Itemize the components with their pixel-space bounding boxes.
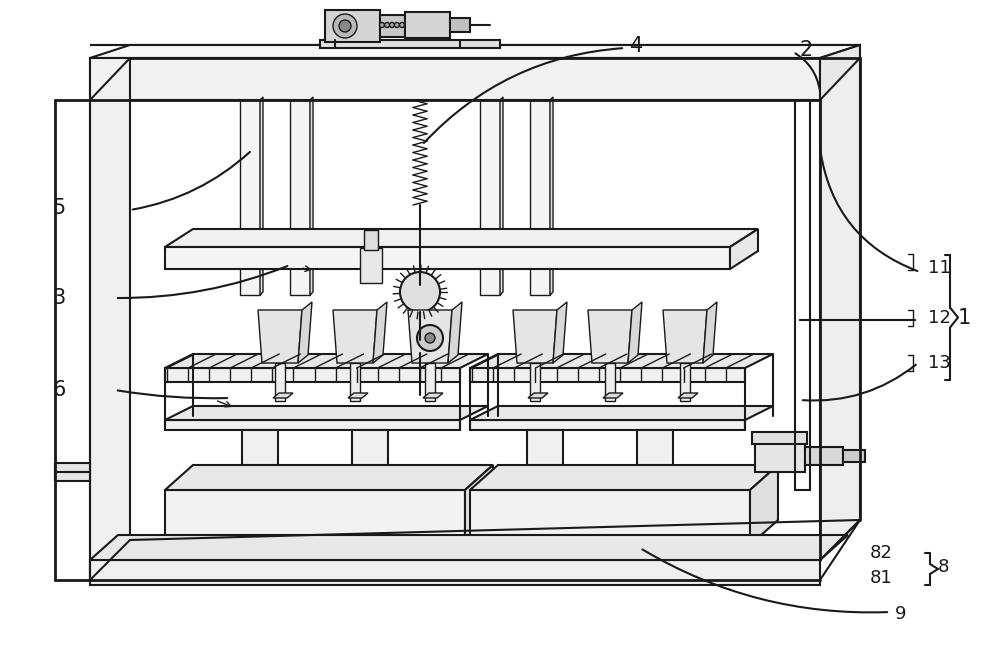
Bar xyxy=(530,100,550,295)
Bar xyxy=(405,12,450,38)
Polygon shape xyxy=(750,465,778,545)
Polygon shape xyxy=(553,302,567,363)
Bar xyxy=(843,450,865,462)
Text: 12: 12 xyxy=(928,309,951,327)
Bar xyxy=(240,100,260,295)
Bar xyxy=(530,363,540,401)
Bar xyxy=(360,248,382,283)
Polygon shape xyxy=(165,247,730,269)
Polygon shape xyxy=(90,58,130,580)
Polygon shape xyxy=(165,368,460,382)
Bar xyxy=(605,363,615,401)
Polygon shape xyxy=(165,420,460,430)
Polygon shape xyxy=(820,45,860,100)
Polygon shape xyxy=(470,490,750,545)
Bar xyxy=(325,10,380,42)
Bar xyxy=(480,100,500,295)
Circle shape xyxy=(400,23,404,28)
Polygon shape xyxy=(678,393,698,398)
Circle shape xyxy=(390,23,394,28)
Text: 9: 9 xyxy=(895,605,906,623)
Circle shape xyxy=(380,23,385,28)
Bar xyxy=(290,100,310,295)
Polygon shape xyxy=(90,560,820,585)
Polygon shape xyxy=(165,354,488,368)
Bar xyxy=(527,430,563,490)
Polygon shape xyxy=(298,302,312,363)
Polygon shape xyxy=(820,58,860,560)
Polygon shape xyxy=(320,40,500,48)
Bar xyxy=(238,485,282,497)
Text: 11: 11 xyxy=(928,259,951,277)
Bar xyxy=(633,485,677,497)
Polygon shape xyxy=(730,229,758,269)
Polygon shape xyxy=(628,302,642,363)
Polygon shape xyxy=(603,393,623,398)
Circle shape xyxy=(425,333,435,343)
Bar xyxy=(425,363,435,401)
Bar xyxy=(352,430,388,490)
Text: 81: 81 xyxy=(870,569,893,587)
Polygon shape xyxy=(273,393,293,398)
Bar xyxy=(275,363,285,401)
Bar xyxy=(805,447,843,465)
Circle shape xyxy=(339,20,351,32)
Circle shape xyxy=(400,272,440,312)
Text: 8: 8 xyxy=(938,558,949,576)
Polygon shape xyxy=(448,302,462,363)
Bar xyxy=(348,485,392,497)
Polygon shape xyxy=(470,368,745,382)
Bar xyxy=(637,430,673,490)
Text: 6: 6 xyxy=(52,380,65,400)
Polygon shape xyxy=(260,97,263,295)
Polygon shape xyxy=(663,310,707,363)
Polygon shape xyxy=(90,45,860,58)
Polygon shape xyxy=(333,310,377,363)
Polygon shape xyxy=(470,465,778,490)
Polygon shape xyxy=(310,97,313,295)
Polygon shape xyxy=(588,310,632,363)
Bar xyxy=(450,18,470,32)
Polygon shape xyxy=(528,393,548,398)
Polygon shape xyxy=(423,393,443,398)
Bar xyxy=(380,15,405,37)
Bar xyxy=(752,432,807,444)
Polygon shape xyxy=(513,310,557,363)
Text: 13: 13 xyxy=(928,354,951,372)
Polygon shape xyxy=(550,97,553,295)
Text: 1: 1 xyxy=(958,308,971,328)
Text: 4: 4 xyxy=(630,36,643,56)
Polygon shape xyxy=(408,310,452,363)
Polygon shape xyxy=(90,58,820,100)
Polygon shape xyxy=(90,535,848,560)
Bar xyxy=(242,430,278,490)
Polygon shape xyxy=(465,465,493,545)
Circle shape xyxy=(333,14,357,38)
Bar xyxy=(350,363,360,401)
Polygon shape xyxy=(348,393,368,398)
Bar xyxy=(364,230,378,250)
Polygon shape xyxy=(500,97,503,295)
Polygon shape xyxy=(373,302,387,363)
Text: 3: 3 xyxy=(52,288,65,308)
Bar xyxy=(755,440,805,472)
Polygon shape xyxy=(703,302,717,363)
Polygon shape xyxy=(470,354,773,368)
Circle shape xyxy=(384,23,390,28)
Text: 5: 5 xyxy=(52,198,65,218)
Polygon shape xyxy=(470,406,773,420)
Polygon shape xyxy=(165,465,493,490)
Bar xyxy=(55,463,90,481)
Bar xyxy=(680,363,690,401)
Text: 82: 82 xyxy=(870,544,893,562)
Polygon shape xyxy=(165,490,465,545)
Circle shape xyxy=(394,23,400,28)
Text: 2: 2 xyxy=(800,40,813,60)
Polygon shape xyxy=(165,229,758,247)
Polygon shape xyxy=(470,420,745,430)
Polygon shape xyxy=(258,310,302,363)
Polygon shape xyxy=(165,406,488,420)
Circle shape xyxy=(417,325,443,351)
Bar xyxy=(523,485,567,497)
